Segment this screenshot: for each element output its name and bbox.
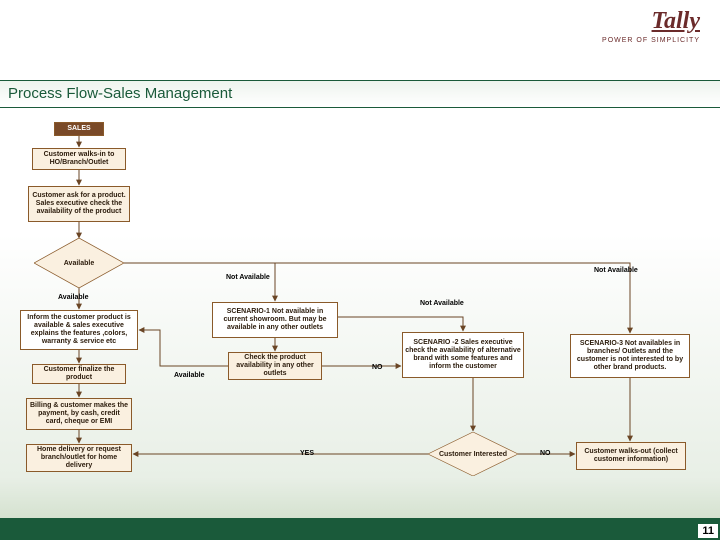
decision-interested: Customer Interested (428, 432, 518, 476)
node-walkin: Customer walks-in to HO/Branch/Outlet (32, 148, 126, 170)
logo-tagline: POWER OF SIMPLICITY (602, 37, 700, 44)
edge-label-not-available-2: Not Available (420, 300, 464, 307)
node-scenario3: SCENARIO-3 Not availables in branches/ O… (570, 334, 690, 378)
edge-label-no-2: NO (540, 450, 551, 457)
edge-label-no-1: NO (372, 364, 383, 371)
edge-label-yes: YES (300, 450, 314, 457)
node-delivery: Home delivery or request branch/outlet f… (26, 444, 132, 472)
node-ask: Customer ask for a product. Sales execut… (28, 186, 130, 222)
page-title: Process Flow-Sales Management (0, 80, 720, 108)
logo-area: Tally POWER OF SIMPLICITY (602, 8, 700, 44)
node-walkout: Customer walks-out (collect customer inf… (576, 442, 686, 470)
node-scenario1: SCENARIO-1 Not available in current show… (212, 302, 338, 338)
logo-text: Tally (602, 8, 700, 35)
node-checkother: Check the product availability in any ot… (228, 352, 322, 380)
edge-label-available-2: Available (174, 372, 204, 379)
node-scenario2: SCENARIO -2 Sales executive check the av… (402, 332, 524, 378)
edge-label-available: Available (58, 294, 88, 301)
edge-label-not-available-1: Not Available (226, 274, 270, 281)
node-inform: Inform the customer product is available… (20, 310, 138, 350)
edge-label-not-available-3: Not Available (594, 267, 638, 274)
node-sales: SALES (54, 122, 104, 136)
node-billing: Billing & customer makes the payment, by… (26, 398, 132, 430)
footer-bar (0, 518, 720, 540)
flowchart-area: SALES Customer walks-in to HO/Branch/Out… (0, 112, 720, 518)
node-finalize: Customer finalize the product (32, 364, 126, 384)
page-number: 11 (698, 524, 718, 538)
decision-available: Available (34, 238, 124, 288)
